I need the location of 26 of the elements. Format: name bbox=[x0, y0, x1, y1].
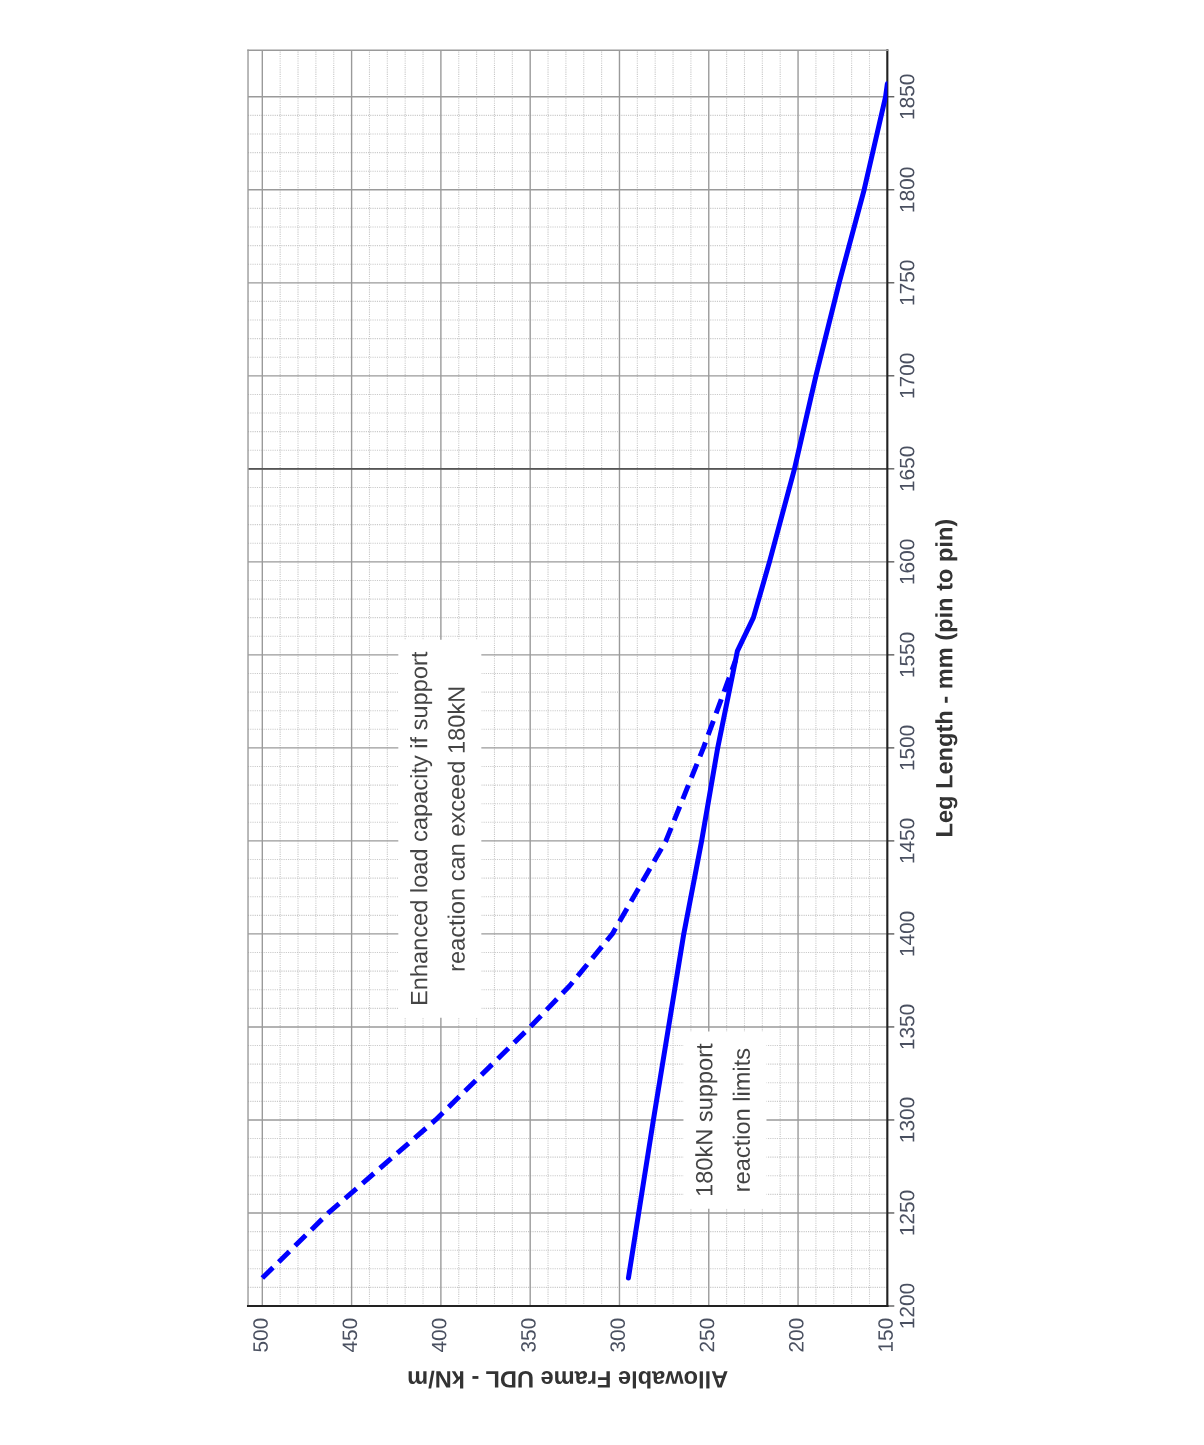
x-tick-label: 150 bbox=[878, 1318, 893, 1351]
y-tick-label: 1550 bbox=[899, 632, 915, 677]
y-tick-label: 1850 bbox=[899, 74, 915, 119]
y-tick-label: 1350 bbox=[899, 1004, 915, 1049]
x-tick-label: 450 bbox=[342, 1318, 358, 1353]
y-tick-label: 1400 bbox=[899, 911, 915, 956]
x-axis-title: Allowable Frame UDL - kN/m bbox=[408, 1370, 728, 1389]
y-tick-label: 1700 bbox=[899, 353, 915, 398]
y-tick-label: 1800 bbox=[899, 167, 915, 212]
x-tick-label: 250 bbox=[699, 1318, 715, 1352]
annotation: 180kN support reaction limits bbox=[695, 1043, 750, 1196]
y-tick-label: 1600 bbox=[899, 539, 915, 584]
y-axis-title: Leg Length - mm (pin to pin) bbox=[935, 519, 958, 836]
x-tick-label: 350 bbox=[521, 1318, 536, 1352]
x-tick-label: 200 bbox=[788, 1318, 804, 1352]
y-tick-label: 1200 bbox=[899, 1283, 915, 1328]
y-tick-label: 1250 bbox=[899, 1190, 915, 1235]
x-tick-label: 300 bbox=[610, 1318, 626, 1352]
x-tick-label: 500 bbox=[253, 1318, 268, 1352]
y-tick-label: 1750 bbox=[899, 260, 915, 305]
annotation: Enhanced load capacity if support reaction can exceed 180kN bbox=[410, 651, 465, 1005]
y-tick-label: 1450 bbox=[899, 818, 915, 863]
x-tick-label: 400 bbox=[431, 1318, 447, 1353]
y-tick-label: 1500 bbox=[899, 725, 915, 770]
y-tick-label: 1650 bbox=[899, 446, 915, 491]
y-tick-label: 1300 bbox=[899, 1097, 915, 1142]
